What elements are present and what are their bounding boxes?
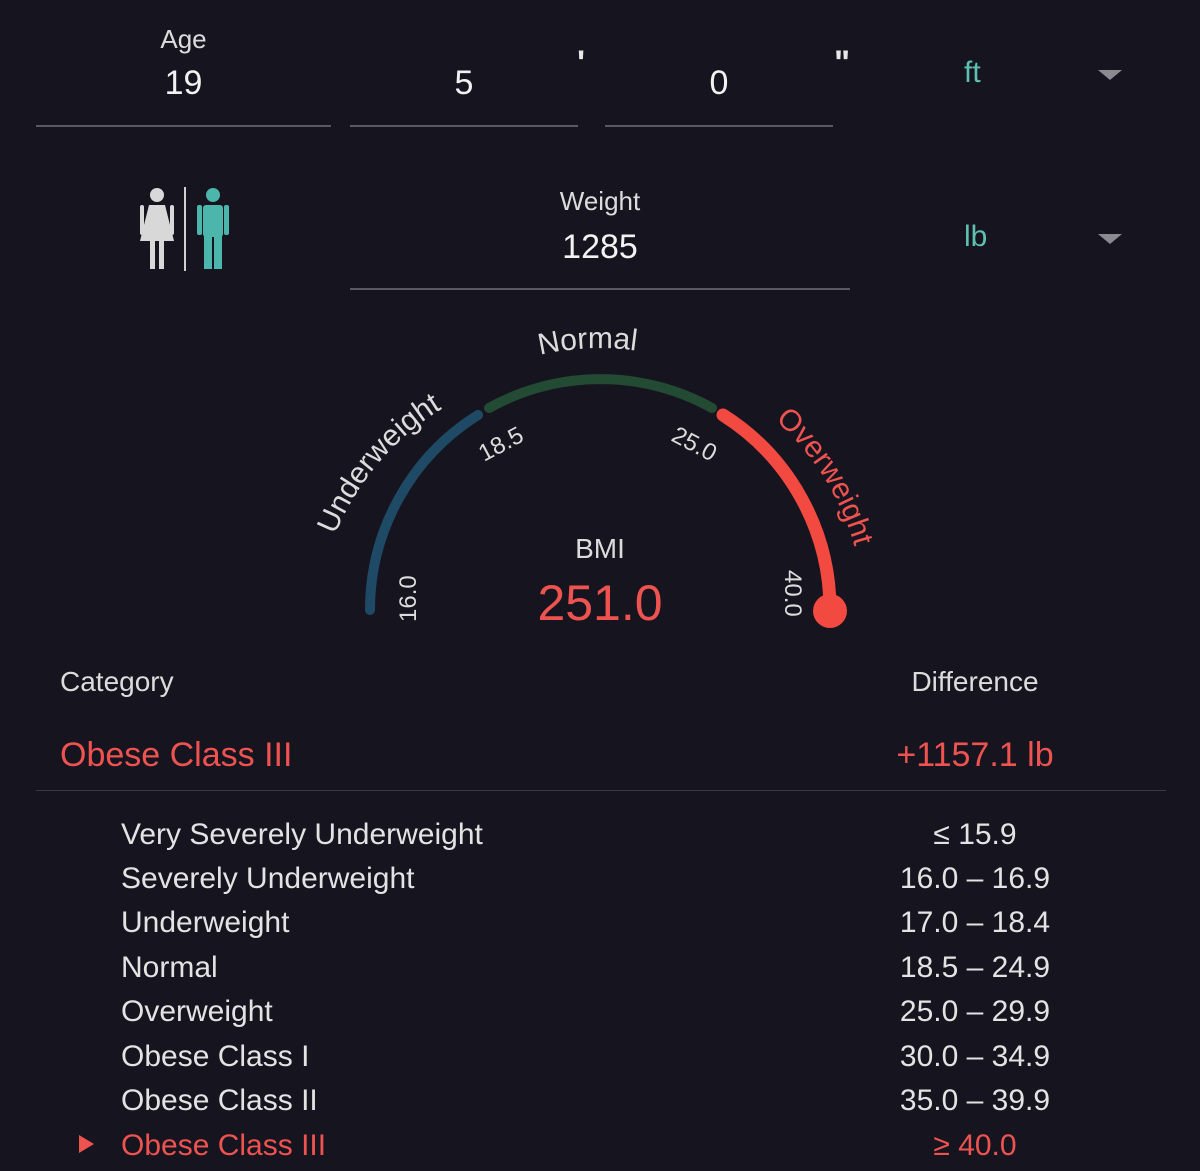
- weight-underline: [350, 288, 850, 290]
- current-row-indicator-icon: [79, 1135, 94, 1153]
- gender-toggle[interactable]: [130, 183, 240, 275]
- weight-input[interactable]: 1285: [562, 228, 638, 266]
- weight-unit-select[interactable]: lb: [960, 218, 1130, 262]
- category-header: Category: [60, 666, 174, 697]
- row-label: Obese Class III: [121, 1129, 327, 1162]
- result-divider: [36, 790, 1166, 791]
- row-label: Normal: [121, 951, 218, 984]
- row-range: ≤ 15.9: [933, 818, 1017, 851]
- age-input[interactable]: 19: [164, 64, 203, 102]
- chevron-down-icon: [1098, 234, 1122, 244]
- row-range: 17.0 – 18.4: [899, 906, 1051, 939]
- row-range: 18.5 – 24.9: [899, 951, 1051, 984]
- height-unit-value: ft: [964, 56, 981, 89]
- tick-label-18-5: 18.5: [474, 422, 528, 468]
- bmi-gauge: Underweight Normal Overweight 16.0 18.5 …: [311, 322, 880, 631]
- normal-label: Normal: [535, 322, 639, 362]
- feet-mark: ': [577, 44, 586, 82]
- row-range: 16.0 – 16.9: [899, 862, 1051, 895]
- height-inches-input[interactable]: 0: [709, 64, 729, 102]
- normal-arc: [484, 374, 717, 413]
- tick-label-25: 25.0: [667, 421, 721, 467]
- row-label: Obese Class II: [121, 1084, 318, 1117]
- bmi-indicator-dot: [813, 594, 847, 628]
- weight-label: Weight: [559, 186, 641, 216]
- age-label: Age: [160, 24, 207, 54]
- height-inches-underline: [605, 125, 833, 127]
- row-label: Overweight: [121, 995, 273, 1028]
- overweight-arc: [716, 408, 837, 617]
- age-underline: [36, 125, 331, 127]
- chevron-down-icon: [1098, 70, 1122, 80]
- row-label: Very Severely Underweight: [121, 818, 483, 851]
- height-feet-input[interactable]: 5: [454, 64, 474, 102]
- row-range: 25.0 – 29.9: [899, 995, 1051, 1028]
- bmi-label: BMI: [575, 533, 625, 564]
- weight-difference: +1157.1 lb: [896, 736, 1054, 774]
- row-range: 35.0 – 39.9: [899, 1084, 1051, 1117]
- female-icon[interactable]: [130, 183, 240, 275]
- row-label: Obese Class I: [121, 1040, 310, 1073]
- row-range: 30.0 – 34.9: [899, 1040, 1051, 1073]
- weight-unit-value: lb: [964, 220, 988, 253]
- current-category: Obese Class III: [60, 736, 293, 774]
- inches-mark: ": [834, 44, 851, 82]
- row-label: Underweight: [121, 906, 290, 939]
- tick-label-16: 16.0: [395, 575, 422, 622]
- row-label: Severely Underweight: [121, 862, 415, 895]
- tick-label-40: 40.0: [779, 570, 806, 617]
- row-range: ≥ 40.0: [933, 1129, 1017, 1162]
- difference-header: Difference: [911, 666, 1039, 697]
- height-feet-underline: [350, 125, 578, 127]
- underweight-arc: [365, 410, 483, 615]
- height-unit-select[interactable]: ft: [960, 54, 1130, 98]
- bmi-value: 251.0: [537, 575, 662, 631]
